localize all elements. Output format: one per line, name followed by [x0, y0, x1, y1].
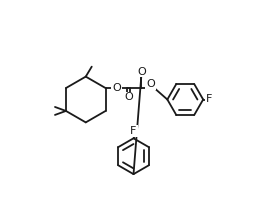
Text: F: F [130, 126, 137, 136]
Text: O: O [137, 66, 146, 77]
Text: O: O [112, 83, 121, 93]
Text: O: O [146, 79, 155, 90]
Text: O: O [124, 92, 133, 102]
Text: F: F [206, 95, 213, 104]
